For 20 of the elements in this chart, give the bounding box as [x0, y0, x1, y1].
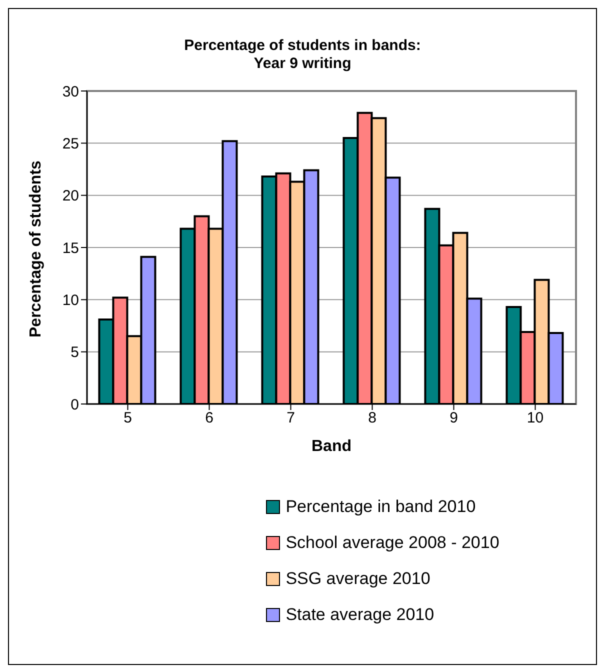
x-tick-label: 9	[450, 410, 458, 427]
y-tick-label: 5	[70, 344, 79, 362]
y-axis-title: Percentage of students	[28, 160, 45, 338]
x-tick-label: 8	[368, 410, 376, 427]
legend-label: State average 2010	[286, 605, 434, 625]
y-tick-label: 30	[62, 83, 79, 100]
x-tick-label: 7	[286, 410, 295, 427]
y-tick-label: 25	[62, 135, 79, 152]
legend-label: School average 2008 - 2010	[286, 533, 500, 553]
y-tick-label: 20	[62, 188, 79, 205]
legend-label: SSG average 2010	[286, 569, 430, 589]
chart-title: Percentage of students in bands: Year 9 writing	[183, 37, 422, 73]
y-tick-label: 0	[70, 396, 79, 414]
x-tick-label: 10	[526, 410, 544, 427]
x-tick-label: 5	[124, 410, 132, 427]
y-tick-label: 10	[62, 292, 79, 309]
x-tick-label: 6	[205, 410, 214, 427]
y-tick-label: 15	[62, 240, 79, 257]
x-axis-title: Band	[312, 438, 352, 455]
legend-label: Percentage in band 2010	[286, 497, 476, 517]
